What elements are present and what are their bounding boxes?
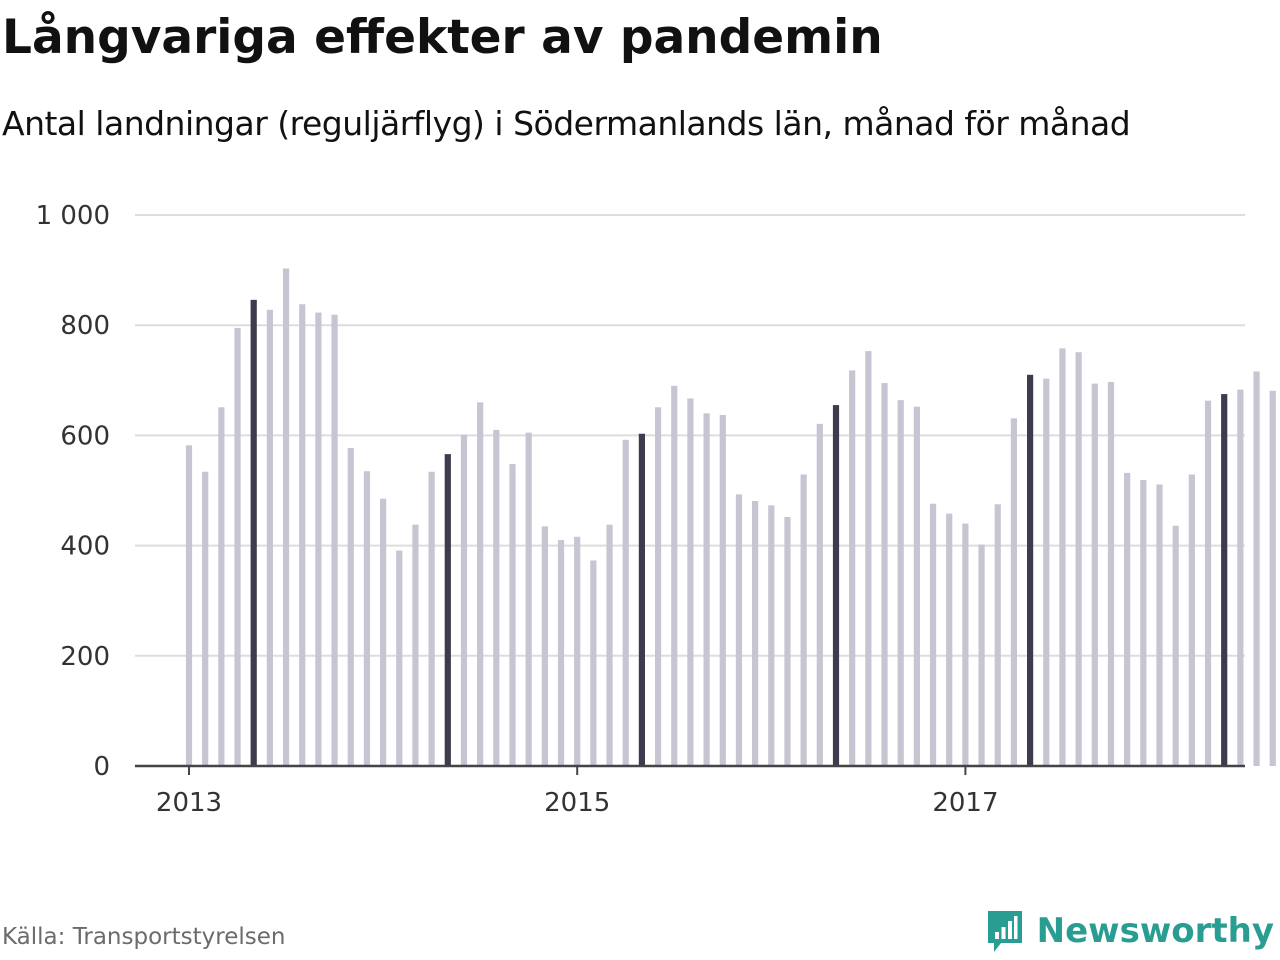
bar: [849, 370, 856, 766]
bar: [574, 536, 581, 766]
bar: [331, 314, 338, 766]
bar: [1124, 472, 1131, 766]
bar: [1156, 484, 1163, 766]
bar: [347, 448, 354, 766]
bar: [994, 504, 1001, 766]
bar: [525, 432, 532, 766]
bar: [897, 400, 904, 766]
bar: [541, 526, 548, 766]
bar: [768, 505, 775, 766]
x-tick-label: 2013: [156, 788, 222, 818]
bar: [913, 406, 920, 766]
y-tick-label: 800: [60, 311, 110, 341]
source-note: Källa: Transportstyrelsen: [2, 924, 286, 950]
bar: [299, 304, 306, 766]
bar: [962, 523, 969, 766]
brand-logo: Newsworthy: [985, 908, 1274, 954]
bar: [363, 471, 371, 766]
bar: [881, 383, 888, 766]
bar: [1091, 383, 1098, 766]
bar: [654, 407, 662, 766]
bar: [1237, 389, 1244, 766]
bar: [1027, 374, 1034, 766]
y-tick-label: 400: [60, 532, 110, 562]
bar: [622, 439, 629, 766]
y-tick-label: 600: [60, 421, 110, 451]
bar: [1107, 381, 1115, 766]
bar: [590, 560, 597, 766]
bar: [687, 398, 694, 766]
bar: [946, 513, 953, 766]
bar: [1172, 525, 1179, 766]
bar: [832, 405, 840, 766]
bar: [606, 524, 613, 766]
bar: [493, 429, 500, 766]
bar: [1043, 378, 1050, 766]
bar: [865, 351, 872, 766]
bar: [816, 423, 823, 766]
bar: [784, 516, 791, 766]
bar: [1253, 371, 1260, 766]
bar: [202, 471, 209, 766]
x-tick-label: 2015: [544, 788, 610, 818]
bar: [1075, 352, 1082, 766]
y-tick-label: 200: [60, 642, 110, 672]
bar: [719, 415, 726, 766]
bar: [1059, 348, 1066, 766]
bar: [250, 299, 257, 766]
y-tick-label: 0: [93, 752, 110, 782]
bar: [234, 327, 241, 766]
bar: [735, 494, 743, 766]
bar: [428, 471, 435, 766]
bar: [557, 540, 565, 766]
bars: [185, 268, 1276, 766]
bar: [800, 474, 807, 766]
x-axis-ticks: 201320152017201920212023: [156, 766, 998, 818]
bar: [477, 402, 484, 766]
bar: [444, 454, 451, 766]
y-tick-label: 1 000: [36, 201, 110, 231]
bar: [1269, 390, 1276, 766]
bar: [703, 413, 710, 766]
bar: [380, 498, 387, 766]
bar: [1188, 474, 1195, 766]
bar: [978, 544, 985, 766]
bar: [412, 524, 419, 766]
bar: [1010, 418, 1018, 766]
bar: [929, 503, 937, 766]
bar: [1221, 394, 1228, 766]
chart-title: Långvariga effekter av pandemin: [2, 10, 883, 65]
bar: [671, 385, 678, 766]
bar: [1140, 480, 1147, 766]
bar: [638, 433, 645, 766]
chart-subtitle: Antal landningar (reguljärflyg) i Söderm…: [2, 104, 1131, 143]
brand-name: Newsworthy: [1036, 911, 1274, 951]
bar: [282, 268, 290, 766]
bar: [1204, 400, 1212, 766]
bar: [396, 550, 403, 766]
bar: [752, 500, 759, 766]
bar: [266, 309, 273, 766]
bar: [460, 434, 468, 766]
bar-chart-speech-bubble-icon: [987, 911, 1022, 952]
bar: [218, 407, 225, 766]
bar: [315, 312, 322, 766]
y-axis-ticks: 0 200 400 600 800 1 000: [36, 201, 110, 782]
bar: [509, 464, 516, 766]
x-tick-label: 2017: [932, 788, 998, 818]
bar: [185, 445, 193, 766]
